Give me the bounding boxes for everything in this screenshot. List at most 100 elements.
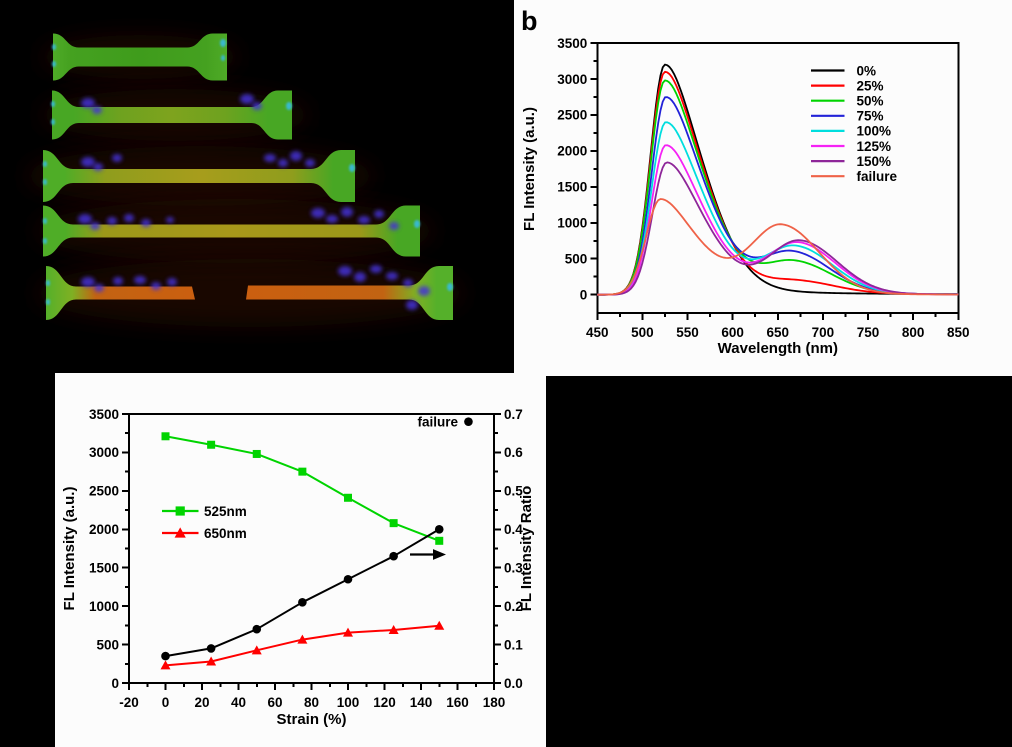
specimen: [43, 205, 420, 257]
uv-blue-speck: [358, 216, 370, 224]
spectra-chart: 450 500 550 600 650 700 750 800 850 0 500 1000 1500 2…: [521, 36, 970, 357]
legend-label: 525nm: [204, 504, 247, 519]
panel-label-b: b: [521, 6, 538, 36]
uv-blue-speck: [92, 106, 102, 114]
y-right-axis-title: FL Intensity Ratio: [518, 486, 535, 612]
x-tick-label: 0: [162, 695, 170, 710]
y-left-tick-label: 0: [111, 676, 119, 691]
uv-photo-panel: [0, 0, 514, 373]
x-tick-label: 40: [231, 695, 246, 710]
failure-point: [464, 417, 473, 426]
legend-label: 50%: [857, 94, 884, 109]
uv-cyan-speck: [46, 280, 50, 286]
x-tick-label: 100: [337, 695, 360, 710]
uv-blue-speck: [107, 217, 117, 225]
x-axis-title: Wavelength (nm): [718, 340, 838, 357]
uv-cyan-speck: [51, 119, 55, 125]
x-tick-label: 60: [267, 695, 282, 710]
x-tick-label: 550: [676, 325, 699, 340]
y-right-tick-label: 0.3: [504, 561, 523, 576]
x-tick-label: 700: [812, 325, 835, 340]
data-point-650nm: [206, 656, 217, 666]
uv-blue-speck: [113, 277, 123, 285]
x-tick-label: 800: [902, 325, 925, 340]
y-left-tick-label: 3500: [89, 407, 119, 422]
specimen-broken-left: [46, 266, 195, 320]
uv-blue-speck: [354, 272, 366, 282]
data-point-525nm: [207, 440, 216, 449]
uv-blue-speck: [311, 208, 325, 218]
uv-cyan-speck: [52, 61, 56, 67]
y-left-tick-label: 1500: [89, 561, 119, 576]
y-right-tick-label: 0.0: [504, 676, 523, 691]
x-tick-label: 500: [631, 325, 654, 340]
data-point-650nm: [251, 645, 262, 655]
y-left-tick-label: 3000: [89, 445, 119, 460]
uv-blue-speck: [93, 163, 103, 171]
uv-cyan-speck: [286, 102, 292, 110]
uv-blue-speck: [81, 157, 95, 167]
uv-blue-speck: [326, 215, 338, 223]
uv-blue-speck: [406, 300, 418, 310]
right-axis-arrow-head: [433, 549, 446, 560]
y-tick-label: 2000: [557, 144, 587, 159]
x-tick-label: 160: [446, 695, 469, 710]
legend-label: 25%: [857, 78, 884, 93]
data-point-650nm: [343, 627, 353, 637]
uv-blue-speck: [389, 222, 399, 230]
uv-blue-speck: [134, 276, 146, 284]
empty-black-area: [546, 376, 1012, 747]
data-point-650nm: [160, 660, 171, 670]
data-point-525nm: [344, 493, 352, 502]
x-tick-label: 600: [721, 325, 744, 340]
plot-box: [128, 413, 495, 684]
x-tick-label: -20: [119, 695, 139, 710]
uv-blue-speck: [151, 282, 161, 290]
x-tick-label: 120: [373, 695, 396, 710]
uv-blue-speck: [94, 284, 104, 292]
uv-cyan-speck: [52, 44, 56, 50]
uv-blue-speck: [112, 154, 122, 162]
y-right-tick-label: 0.2: [504, 599, 523, 614]
y-left-tick-label: 1000: [89, 599, 119, 614]
uv-cyan-speck: [43, 218, 47, 224]
y-left-axis-title: FL Intensity (a.u.): [61, 487, 78, 611]
uv-blue-speck: [124, 214, 134, 222]
uv-blue-speck: [338, 266, 352, 276]
data-point-650nm: [388, 624, 399, 634]
y-axis-title: FL Intensity (a.u.): [521, 107, 538, 231]
uv-cyan-speck: [43, 179, 47, 185]
specimen: [43, 150, 355, 202]
data-point-FL Intensity Ratio: [389, 551, 398, 561]
uv-blue-speck: [341, 207, 353, 217]
x-axis-title: Strain (%): [276, 711, 346, 728]
spectrum-curve-failure: [597, 198, 959, 296]
data-point-FL Intensity Ratio: [252, 624, 262, 634]
x-tick-label: 180: [483, 695, 506, 710]
legend-label: 125%: [857, 139, 892, 154]
data-point-FL Intensity Ratio: [206, 644, 216, 653]
uv-blue-speck: [81, 277, 95, 287]
y-tick-label: 500: [565, 252, 588, 267]
y-right-tick-label: 0.4: [504, 522, 523, 537]
uv-cyan-speck: [349, 164, 355, 172]
y-tick-label: 1500: [557, 180, 587, 195]
y-right-tick-label: 0.5: [504, 484, 523, 499]
uv-blue-speck: [290, 151, 302, 161]
x-tick-label: 850: [947, 325, 970, 340]
data-point-525nm: [435, 536, 444, 545]
uv-blue-speck: [305, 159, 315, 167]
uv-cyan-speck: [46, 299, 50, 305]
legend-label: 100%: [857, 124, 892, 139]
uv-cyan-speck: [220, 39, 226, 47]
uv-blue-speck: [166, 217, 174, 223]
uv-blue-speck: [370, 265, 382, 273]
uv-blue-speck: [418, 286, 430, 296]
uv-blue-speck: [240, 94, 254, 104]
y-tick-label: 3500: [557, 36, 587, 51]
uv-cyan-speck: [221, 55, 225, 61]
spectrum-curve-150%: [597, 161, 959, 296]
data-point-FL Intensity Ratio: [161, 651, 170, 661]
y-right-tick-label: 0.1: [504, 637, 523, 652]
